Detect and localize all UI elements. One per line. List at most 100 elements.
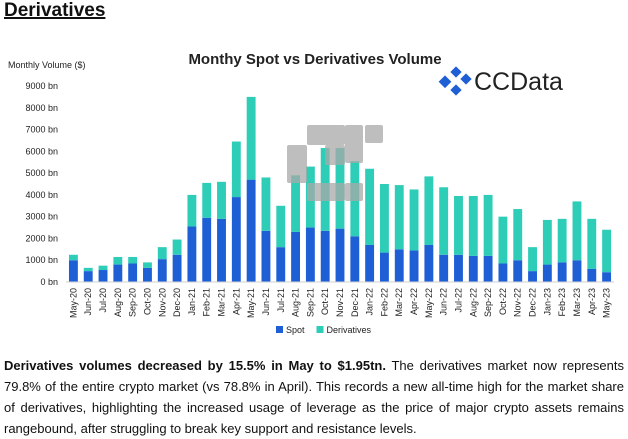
bar-segment — [202, 217, 212, 282]
x-tick-label: Oct-21 — [320, 288, 330, 315]
x-tick-label: Jun-22 — [439, 288, 449, 316]
bar-segment — [320, 230, 330, 282]
x-tick-label: Jun-20 — [83, 288, 93, 316]
bar-segment — [557, 262, 567, 282]
bar-segment — [261, 230, 271, 282]
x-tick-label: Sep-22 — [483, 288, 493, 317]
bar-segment — [483, 255, 493, 282]
x-tick-label: Jul-22 — [453, 288, 463, 313]
bar-segment — [128, 256, 138, 264]
logo-icon — [438, 66, 472, 96]
bar-segment — [217, 181, 226, 219]
bar-segment — [394, 185, 404, 250]
bar-segment — [291, 175, 301, 232]
x-tick-label: Feb-23 — [557, 288, 567, 317]
bar-segment — [602, 229, 612, 273]
x-tick-label: Aug-20 — [113, 288, 123, 317]
x-tick-label: Aug-22 — [468, 288, 478, 317]
bar-segment — [335, 228, 345, 282]
x-tick-label: Oct-20 — [142, 288, 152, 315]
bar-segment — [454, 195, 463, 255]
bar-segment — [513, 209, 523, 261]
bar-segment — [143, 262, 152, 268]
x-tick-label: Aug-21 — [291, 288, 301, 317]
bar-segment — [468, 255, 478, 282]
x-tick-label: May-22 — [424, 288, 434, 318]
y-tick-label: 6000 bn — [25, 146, 58, 156]
bar-segment — [409, 250, 419, 282]
y-tick-label: 1000 bn — [25, 255, 58, 265]
bar-segment — [276, 205, 286, 248]
bar-segment — [98, 265, 108, 271]
x-tick-label: Jan-21 — [187, 288, 197, 316]
bar-segment — [143, 267, 152, 282]
body-rest: The derivatives market now represents 79… — [4, 358, 624, 436]
bar-segment — [172, 254, 182, 282]
bar-segment — [602, 272, 612, 282]
bar-segment — [528, 247, 537, 272]
y-tick-label: 7000 bn — [25, 125, 58, 135]
bar-segment — [542, 219, 552, 265]
bar-segment — [528, 271, 537, 282]
x-tick-label: Dec-21 — [350, 288, 360, 317]
x-tick-label: Apr-21 — [231, 288, 241, 315]
bar-segment — [83, 267, 93, 272]
y-tick-label: 8000 bn — [25, 103, 58, 113]
x-tick-label: Nov-22 — [513, 288, 523, 317]
bar-segment — [217, 218, 226, 282]
x-tick-label: Nov-20 — [157, 288, 167, 317]
bar-segment — [305, 227, 315, 282]
bar-segment — [572, 201, 582, 261]
bar-segment — [365, 168, 375, 245]
bar-segment — [276, 247, 286, 282]
legend-label: Spot — [286, 325, 305, 335]
bar-segment — [231, 141, 241, 198]
legend-swatch — [276, 326, 283, 333]
bar-segment — [231, 197, 241, 282]
x-tick-label: Mar-23 — [572, 288, 582, 317]
x-tick-label: Dec-20 — [172, 288, 182, 317]
plot: 0 bn 1000 bn 2000 bn 3000 bn 4000 bn 5000 bn 6… — [25, 81, 614, 335]
bar-segment — [454, 254, 463, 282]
bar-segment — [113, 256, 123, 265]
bar-segment — [439, 187, 449, 255]
x-tick-label: Jun-21 — [261, 288, 271, 316]
x-tick-label: May-21 — [246, 288, 256, 318]
bar-segment — [83, 271, 93, 282]
bar-segment — [439, 254, 449, 282]
bar-segment — [68, 254, 78, 261]
x-tick-label: Mar-22 — [394, 288, 404, 317]
y-tick-label: 2000 bn — [25, 233, 58, 243]
y-tick-label: 0 bn — [40, 277, 58, 287]
heading: Derivatives — [4, 0, 106, 21]
body-bold: Derivatives volumes decreased by 15.5% i… — [4, 358, 386, 373]
bar-segment — [172, 239, 182, 255]
bar-segment — [365, 244, 375, 282]
bar-segment — [246, 179, 256, 282]
bar-segment — [187, 226, 197, 282]
y-tick-label: 4000 bn — [25, 190, 58, 200]
chart-title: Monthy Spot vs Derivatives Volume — [188, 51, 441, 68]
bar-segment — [128, 263, 138, 282]
bar-segment — [350, 236, 360, 282]
x-tick-label: May-23 — [602, 288, 612, 318]
bar-segment — [157, 247, 167, 260]
bar-segment — [68, 260, 78, 282]
y-axis-label: Monthly Volume ($) — [8, 60, 86, 70]
bar-segment — [468, 195, 478, 256]
x-tick-label: Sep-20 — [128, 288, 138, 317]
chart: Monthy Spot vs Derivatives Volume Monthl… — [8, 51, 614, 335]
bar-segment — [394, 249, 404, 282]
bar-segment — [542, 264, 552, 282]
bar-segment — [483, 194, 493, 256]
y-tick-label: 5000 bn — [25, 168, 58, 178]
bar-segment — [246, 96, 256, 180]
x-tick-label: Nov-21 — [335, 288, 345, 317]
bar-segment — [409, 189, 419, 251]
bar-segment — [98, 270, 108, 282]
logo-text: CCData — [474, 68, 563, 96]
x-tick-label: Jul-21 — [276, 288, 286, 313]
x-tick-label: Apr-22 — [409, 288, 419, 315]
legend-label: Derivatives — [327, 325, 372, 335]
